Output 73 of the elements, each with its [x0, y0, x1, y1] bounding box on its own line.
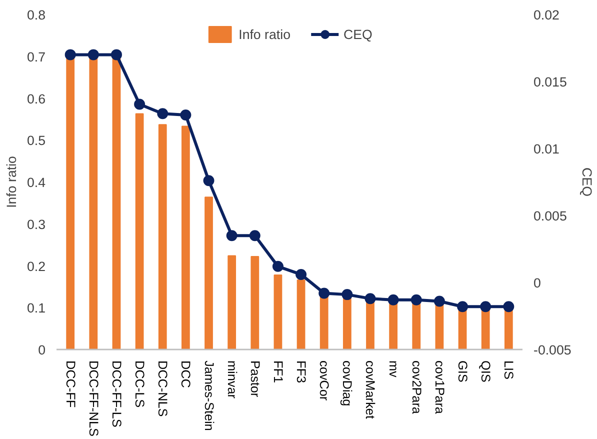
x-tick-label: cov1Para	[432, 360, 446, 415]
bar	[135, 113, 144, 350]
x-tick-label: DCC-FF	[63, 360, 78, 408]
legend-label: Info ratio	[238, 26, 290, 42]
bar	[481, 308, 490, 350]
x-tick-label: Pastor	[248, 360, 262, 398]
x-tick-label: mv	[386, 360, 400, 378]
bar	[228, 255, 236, 350]
point	[503, 301, 514, 312]
y-tick-label: 0	[38, 342, 46, 358]
x-tick-label: QIS	[478, 360, 493, 382]
x-tick-label: DCC-LS	[132, 360, 147, 408]
y2-axis-title: CEQ	[579, 168, 594, 196]
point	[388, 294, 399, 306]
x-tick-label: covDiag	[340, 360, 354, 406]
bar	[504, 308, 513, 350]
point	[157, 108, 168, 120]
y2-tick-label: 0.01	[534, 142, 560, 156]
point	[226, 230, 238, 242]
point	[180, 110, 192, 120]
x-tick-label: FF3	[294, 360, 308, 384]
point	[296, 268, 307, 280]
point	[457, 301, 468, 312]
bar	[342, 296, 352, 350]
y-tick-label: 0.3	[26, 216, 46, 232]
point	[318, 288, 330, 299]
bar	[158, 124, 167, 350]
x-tick-label: FF1	[270, 360, 285, 384]
x-tick-label: cov2Para	[409, 360, 424, 415]
x-tick-label: covCor	[317, 360, 332, 401]
y-tick-label: 0.8	[26, 8, 46, 22]
point	[342, 289, 353, 300]
y-tick-label: 0.2	[26, 258, 46, 274]
bar	[274, 274, 282, 350]
bar	[412, 302, 421, 350]
x-tick-label: DCC-FF-LS	[109, 360, 124, 428]
y2-tick-label: 0.005	[534, 208, 567, 224]
x-tick-label: James-Stein	[202, 360, 216, 431]
y2-tick-label: -0.005	[534, 342, 572, 358]
y-axis-title: Info ratio	[4, 156, 19, 208]
point	[64, 49, 76, 60]
point	[272, 260, 284, 272]
point	[249, 230, 260, 242]
y2-tick-label: 0.02	[534, 8, 560, 22]
y-tick-label: 0.5	[26, 133, 46, 148]
y2-tick-label: 0.015	[534, 74, 567, 90]
bar	[296, 279, 306, 350]
y2-tick-label: 0	[534, 276, 541, 290]
x-tick-label: LIS	[502, 360, 516, 380]
legend-label: CEQ	[343, 26, 372, 42]
x-tick-label: DCC	[178, 360, 193, 388]
bar	[250, 256, 260, 350]
point	[434, 296, 445, 307]
point	[203, 175, 214, 186]
x-tick-label: minvar	[224, 360, 239, 398]
x-tick-label: DCC-NLS	[156, 360, 170, 417]
point	[480, 301, 492, 312]
y-tick-label: 0.1	[26, 300, 46, 316]
point	[134, 98, 146, 110]
y-tick-label: 0.7	[26, 49, 46, 64]
point	[110, 49, 122, 60]
y-tick-label: 0.4	[26, 175, 46, 190]
bar	[204, 196, 213, 350]
y-tick-label: 0.6	[26, 91, 46, 106]
x-tick-label: GIS	[456, 360, 470, 382]
bar	[389, 302, 398, 350]
bar	[366, 300, 374, 350]
point	[364, 293, 376, 304]
x-tick-label: DCC-FF-NLS	[86, 360, 100, 436]
x-tick-label: covMarket	[363, 360, 378, 420]
point	[410, 294, 422, 306]
bar	[181, 126, 190, 350]
point	[88, 49, 99, 60]
